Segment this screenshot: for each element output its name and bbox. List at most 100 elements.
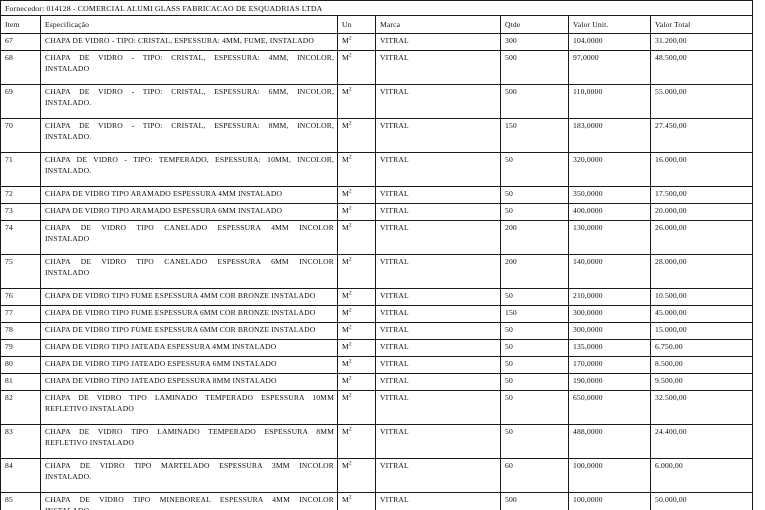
cell-valor-total: 6.000,00 xyxy=(649,458,754,494)
cell-un: M2 xyxy=(337,254,376,290)
cell-item: 70 xyxy=(0,118,41,154)
cell-valor-total: 16.000,00 xyxy=(649,152,754,188)
cell-valor-total: 31.200,00 xyxy=(649,33,754,52)
table-row: 80 CHAPA DE VIDRO TIPO JATEADO ESPESSURA … xyxy=(0,356,754,375)
cell-qtde: 200 xyxy=(500,220,569,256)
cell-qtde: 50 xyxy=(500,203,569,222)
table-row: 75 CHAPA DE VIDRO TIPO CANELADO ESPESSURA… xyxy=(0,254,754,290)
cell-valor-unit: 300,0000 xyxy=(568,305,651,324)
cell-marca: VITRAL xyxy=(375,118,501,154)
cell-marca: VITRAL xyxy=(375,84,501,120)
cell-un: M2 xyxy=(337,458,376,494)
unit-superscript: 2 xyxy=(348,460,352,467)
unit-symbol: M xyxy=(342,36,349,46)
cell-item: 78 xyxy=(0,322,41,341)
unit-superscript: 2 xyxy=(348,205,352,212)
cell-marca: VITRAL xyxy=(375,424,501,460)
column-header-row: Item Especificação Un Marca Qtde Valor U… xyxy=(0,15,754,35)
cell-un: M2 xyxy=(337,356,376,375)
cell-valor-unit: 100,0000 xyxy=(568,458,651,494)
cell-valor-unit: 100,0000 xyxy=(568,492,651,510)
espec-line-2: REFLETIVO INSTALADO xyxy=(45,403,134,413)
cell-especificacao: CHAPA DE VIDRO TIPO FUME ESPESSURA 4MM C… xyxy=(40,288,338,307)
cell-qtde: 150 xyxy=(500,305,569,324)
espec-line-1: CHAPA DE VIDRO TIPO MARTELADO ESPESSURA … xyxy=(45,461,334,471)
cell-valor-unit: 170,0000 xyxy=(568,356,651,375)
table-row: 85 CHAPA DE VIDRO TIPO MINEBOREAL ESPESSU… xyxy=(0,492,754,510)
unit-symbol: M xyxy=(342,495,349,505)
cell-item: 72 xyxy=(0,186,41,205)
cell-marca: VITRAL xyxy=(375,356,501,375)
cell-un: M2 xyxy=(337,373,376,392)
unit-symbol: M xyxy=(342,325,349,335)
header-marca: Marca xyxy=(375,15,501,35)
cell-item: 76 xyxy=(0,288,41,307)
espec-line-1: CHAPA DE VIDRO TIPO CANELADO ESPESSURA 4… xyxy=(45,223,334,233)
cell-valor-unit: 110,0000 xyxy=(568,84,651,120)
cell-un: M2 xyxy=(337,118,376,154)
cell-un: M2 xyxy=(337,305,376,324)
cell-especificacao: CHAPA DE VIDRO - TIPO: CRISTAL, ESPESSUR… xyxy=(40,118,338,154)
cell-valor-total: 28.000,00 xyxy=(649,254,754,290)
unit-superscript: 2 xyxy=(348,256,352,263)
espec-line-2: INSTALADO xyxy=(45,506,334,510)
unit-symbol: M xyxy=(342,223,349,233)
cell-marca: VITRAL xyxy=(375,220,501,256)
cell-valor-total: 27.450,00 xyxy=(649,118,754,154)
unit-superscript: 2 xyxy=(348,52,352,59)
table-row: 82 CHAPA DE VIDRO TIPO LAMINADO TEMPERADO… xyxy=(0,390,754,426)
cell-item: 79 xyxy=(0,339,41,358)
unit-superscript: 2 xyxy=(348,120,352,127)
header-item: Item xyxy=(0,15,41,35)
cell-marca: VITRAL xyxy=(375,50,501,86)
table-row: 71 CHAPA DE VIDRO - TIPO: TEMPERADO, ESPE… xyxy=(0,152,754,188)
unit-symbol: M xyxy=(342,121,349,131)
espec-line-2: INSTALADO. xyxy=(45,97,92,107)
cell-valor-unit: 350,0000 xyxy=(568,186,651,205)
cell-especificacao: CHAPA DE VIDRO TIPO ARAMADO ESPESSURA 4M… xyxy=(40,186,338,205)
cell-marca: VITRAL xyxy=(375,186,501,205)
cell-qtde: 50 xyxy=(500,288,569,307)
unit-superscript: 2 xyxy=(348,35,352,42)
cell-qtde: 50 xyxy=(500,186,569,205)
unit-superscript: 2 xyxy=(348,341,352,348)
cell-especificacao: CHAPA DE VIDRO TIPO CANELADO ESPESSURA 6… xyxy=(40,254,338,290)
table-row: 84 CHAPA DE VIDRO TIPO MARTELADO ESPESSUR… xyxy=(0,458,754,494)
unit-symbol: M xyxy=(342,342,349,352)
cell-especificacao: CHAPA DE VIDRO TIPO JATEADA ESPESSURA 4M… xyxy=(40,339,338,358)
cell-marca: VITRAL xyxy=(375,458,501,494)
espec-line-1: CHAPA DE VIDRO TIPO CANELADO ESPESSURA 6… xyxy=(45,257,334,267)
cell-item: 74 xyxy=(0,220,41,256)
unit-superscript: 2 xyxy=(348,290,352,297)
unit-superscript: 2 xyxy=(348,222,352,229)
espec-line-1: CHAPA DE VIDRO - TIPO: TEMPERADO, ESPESS… xyxy=(45,155,334,165)
cell-valor-unit: 130,0000 xyxy=(568,220,651,256)
cell-valor-unit: 300,0000 xyxy=(568,322,651,341)
cell-item: 77 xyxy=(0,305,41,324)
cell-qtde: 500 xyxy=(500,50,569,86)
cell-qtde: 500 xyxy=(500,84,569,120)
cell-un: M2 xyxy=(337,84,376,120)
cell-especificacao: CHAPA DE VIDRO TIPO LAMINADO TEMPERADO E… xyxy=(40,390,338,426)
cell-item: 81 xyxy=(0,373,41,392)
cell-especificacao: CHAPA DE VIDRO TIPO LAMINADO TEMPERADO E… xyxy=(40,424,338,460)
unit-superscript: 2 xyxy=(348,426,352,433)
cell-un: M2 xyxy=(337,50,376,86)
unit-symbol: M xyxy=(342,189,349,199)
unit-superscript: 2 xyxy=(348,375,352,382)
cell-especificacao: CHAPA DE VIDRO TIPO MINEBOREAL ESPESSURA… xyxy=(40,492,338,510)
cell-qtde: 50 xyxy=(500,339,569,358)
cell-especificacao: CHAPA DE VIDRO - TIPO: CRISTAL, ESPESSUR… xyxy=(40,50,338,86)
cell-valor-total: 10.500,00 xyxy=(649,288,754,307)
cell-qtde: 50 xyxy=(500,390,569,426)
table-row: 73 CHAPA DE VIDRO TIPO ARAMADO ESPESSURA … xyxy=(0,203,754,222)
cell-un: M2 xyxy=(337,339,376,358)
unit-symbol: M xyxy=(342,427,349,437)
cell-valor-unit: 488,0000 xyxy=(568,424,651,460)
cell-item: 67 xyxy=(0,33,41,52)
table-row: 76 CHAPA DE VIDRO TIPO FUME ESPESSURA 4MM… xyxy=(0,288,754,307)
cell-valor-unit: 135,0000 xyxy=(568,339,651,358)
table-row: 78 CHAPA DE VIDRO TIPO FUME ESPESSURA 6MM… xyxy=(0,322,754,341)
espec-line-2: INSTALADO. xyxy=(45,471,92,481)
cell-valor-total: 6.750,00 xyxy=(649,339,754,358)
